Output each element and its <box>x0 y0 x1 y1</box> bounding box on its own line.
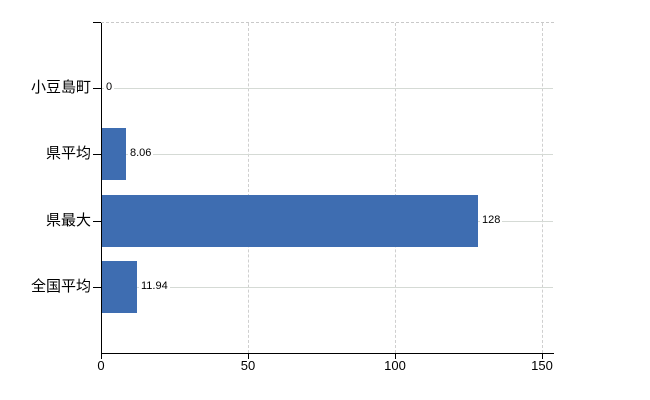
y-axis-tick <box>93 287 101 288</box>
category-label: 小豆島町 <box>30 79 91 96</box>
x-tick-label: 150 <box>531 358 553 373</box>
value-label: 128 <box>480 213 503 228</box>
value-label: 0 <box>104 80 115 95</box>
category-label: 県最大 <box>45 212 91 229</box>
bar <box>102 261 137 313</box>
gridline-vertical <box>248 23 249 353</box>
bar <box>102 128 126 180</box>
x-tick-label: 100 <box>384 358 406 373</box>
y-axis-tick <box>93 154 101 155</box>
gridline-vertical <box>395 23 396 353</box>
x-axis-tick <box>395 354 396 359</box>
x-axis-tick <box>542 354 543 359</box>
category-label: 全国平均 <box>30 278 91 295</box>
x-axis-tick <box>248 354 249 359</box>
category-gridline <box>102 287 553 288</box>
plot-top-border <box>101 22 554 23</box>
category-gridline <box>102 88 553 89</box>
x-tick-label: 0 <box>97 358 105 373</box>
x-axis <box>101 353 554 354</box>
y-axis-top-tick <box>93 22 101 23</box>
bar <box>102 195 478 247</box>
x-tick-label: 50 <box>240 358 256 373</box>
x-axis-tick <box>101 354 102 359</box>
y-axis-tick <box>93 221 101 222</box>
category-label: 県平均 <box>45 145 91 162</box>
category-gridline <box>102 154 553 155</box>
y-axis <box>101 22 102 354</box>
value-label: 8.06 <box>128 146 154 161</box>
value-label: 11.94 <box>139 279 170 294</box>
y-axis-tick <box>93 88 101 89</box>
gridline-vertical <box>542 23 543 353</box>
